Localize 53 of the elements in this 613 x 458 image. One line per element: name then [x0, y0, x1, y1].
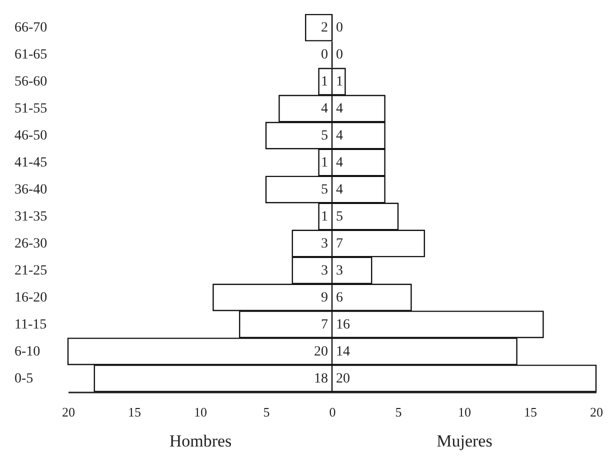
data-label: 4	[336, 156, 343, 171]
y-tick-label: 61-65	[14, 48, 48, 63]
data-label: 5	[321, 128, 328, 144]
data-label: 1	[321, 156, 328, 171]
data-label: 0	[336, 48, 343, 63]
data-label: 4	[336, 182, 343, 198]
data-label: 18	[314, 371, 328, 386]
y-tick-label: 0-5	[14, 371, 34, 386]
data-label: 1	[336, 74, 343, 90]
x-tick-label: 5	[263, 404, 270, 420]
x-tick-label: 10	[458, 404, 471, 420]
data-label: 6	[336, 290, 343, 306]
y-tick-label: 6-10	[14, 344, 40, 360]
y-tick-label: 66-70	[14, 20, 48, 36]
data-label: 7	[321, 317, 328, 332]
x-tick-label: 15	[524, 404, 537, 420]
x-tick-label: 15	[128, 404, 141, 420]
data-label: 9	[321, 290, 328, 306]
data-label: 4	[336, 128, 343, 144]
y-tick-label: 56-60	[14, 74, 48, 90]
data-label: 5	[321, 182, 328, 198]
data-label: 2	[321, 20, 328, 36]
y-tick-label: 51-55	[14, 102, 48, 117]
y-tick-label: 31-35	[14, 209, 48, 224]
x-axis-title: Hombres	[169, 432, 232, 450]
data-label: 4	[336, 102, 343, 117]
y-tick-label: 16-20	[14, 290, 48, 306]
data-label: 3	[321, 236, 328, 252]
data-label: 5	[336, 209, 343, 224]
y-tick-label: 11-15	[14, 317, 47, 332]
x-tick-label: 5	[395, 404, 402, 420]
data-label: 14	[336, 344, 350, 360]
x-tick-label: 10	[194, 404, 207, 420]
y-tick-label: 36-40	[14, 182, 48, 198]
y-tick-label: 21-25	[14, 263, 48, 278]
data-label: 1	[321, 74, 328, 90]
x-tick-label: 0	[329, 404, 336, 420]
data-label: 1	[321, 209, 328, 224]
x-tick-label: 20	[62, 404, 75, 420]
data-label: 0	[336, 20, 343, 36]
y-tick-label: 26-30	[14, 236, 48, 252]
data-label: 3	[336, 263, 343, 278]
data-label: 3	[321, 263, 328, 278]
data-label: 20	[314, 344, 328, 360]
data-label: 0	[321, 48, 328, 63]
y-tick-label: 46-50	[14, 128, 48, 144]
data-label: 7	[336, 236, 343, 252]
data-label: 20	[336, 371, 350, 386]
x-axis-title: Mujeres	[436, 432, 492, 450]
data-label: 4	[321, 102, 328, 117]
data-label: 16	[336, 317, 350, 332]
x-tick-label: 20	[590, 404, 603, 420]
y-tick-label: 41-45	[14, 156, 48, 171]
